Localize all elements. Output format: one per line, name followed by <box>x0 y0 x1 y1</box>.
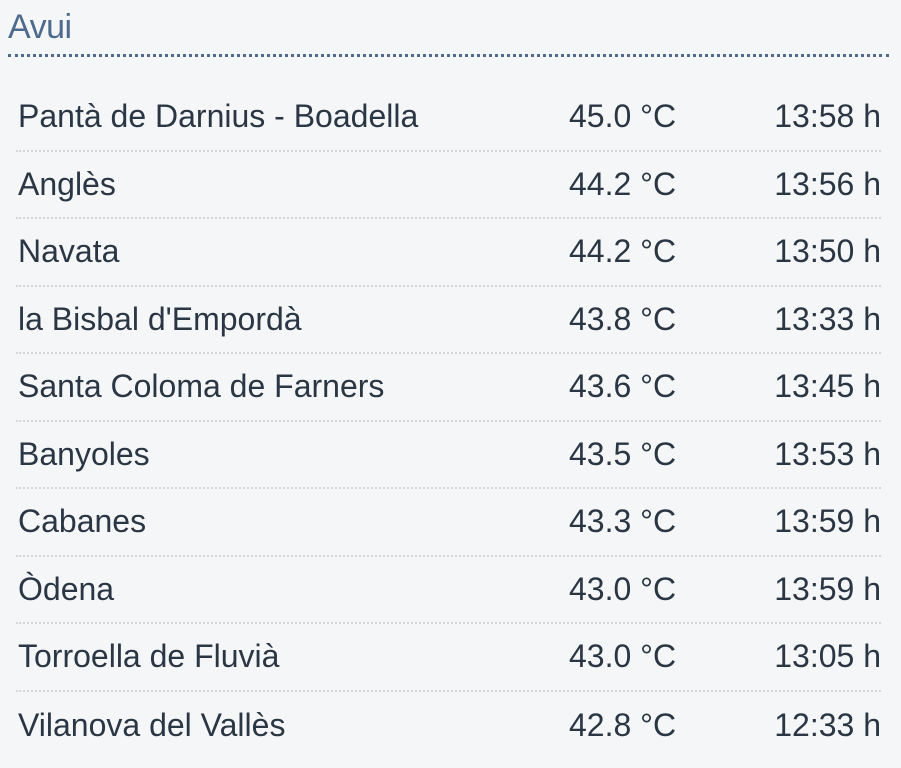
title-divider <box>8 54 889 57</box>
time-value: 13:50 h <box>774 233 881 270</box>
time-value: 13:59 h <box>774 570 881 607</box>
list-item[interactable]: Torroella de Fluvià 43.0 °C 13:05 h <box>16 624 881 692</box>
list-item[interactable]: Cabanes 43.3 °C 13:59 h <box>16 489 881 557</box>
station-name: Anglès <box>18 165 116 202</box>
time-value: 13:58 h <box>774 98 881 135</box>
list-item[interactable]: Navata 44.2 °C 13:50 h <box>16 219 881 287</box>
station-name: la Bisbal d'Empordà <box>18 300 302 337</box>
station-name: Pantà de Darnius - Boadella <box>18 98 419 135</box>
list-item[interactable]: Pantà de Darnius - Boadella 45.0 °C 13:58 … <box>16 84 881 152</box>
station-name: Banyoles <box>18 435 150 472</box>
time-value: 12:33 h <box>774 706 881 743</box>
time-value: 13:05 h <box>774 638 881 675</box>
temperature-value: 44.2 °C <box>569 233 677 270</box>
temperature-value: 43.0 °C <box>569 638 677 675</box>
list-item[interactable]: Santa Coloma de Farners 43.6 °C 13:45 h <box>16 354 881 422</box>
temperature-value: 43.5 °C <box>569 435 677 472</box>
time-value: 13:53 h <box>774 435 881 472</box>
station-name: Cabanes <box>18 503 147 540</box>
list-item[interactable]: Anglès 44.2 °C 13:56 h <box>16 152 881 219</box>
temperature-value: 43.6 °C <box>569 368 677 405</box>
temperature-value: 43.8 °C <box>569 300 677 337</box>
temperature-list: Pantà de Darnius - Boadella 45.0 °C 13:58 … <box>16 84 881 759</box>
time-value: 13:56 h <box>774 165 881 202</box>
list-item[interactable]: Vilanova del Vallès 42.8 °C 12:33 h <box>16 692 881 760</box>
station-name: Navata <box>18 233 120 270</box>
time-value: 13:59 h <box>774 503 881 540</box>
station-name: Santa Coloma de Farners <box>18 368 385 405</box>
station-name: Òdena <box>18 570 115 607</box>
time-value: 13:33 h <box>774 300 881 337</box>
temperature-value: 45.0 °C <box>569 98 677 135</box>
temperature-value: 43.0 °C <box>569 570 677 607</box>
time-value: 13:45 h <box>774 368 881 405</box>
section-title: Avui <box>8 8 72 46</box>
temperature-value: 44.2 °C <box>569 165 677 202</box>
station-name: Torroella de Fluvià <box>18 638 280 675</box>
list-item[interactable]: Òdena 43.0 °C 13:59 h <box>16 557 881 624</box>
list-item[interactable]: Banyoles 43.5 °C 13:53 h <box>16 422 881 489</box>
station-name: Vilanova del Vallès <box>18 706 286 743</box>
list-item[interactable]: la Bisbal d'Empordà 43.8 °C 13:33 h <box>16 287 881 354</box>
temperature-value: 43.3 °C <box>569 503 677 540</box>
temperature-value: 42.8 °C <box>569 706 677 743</box>
